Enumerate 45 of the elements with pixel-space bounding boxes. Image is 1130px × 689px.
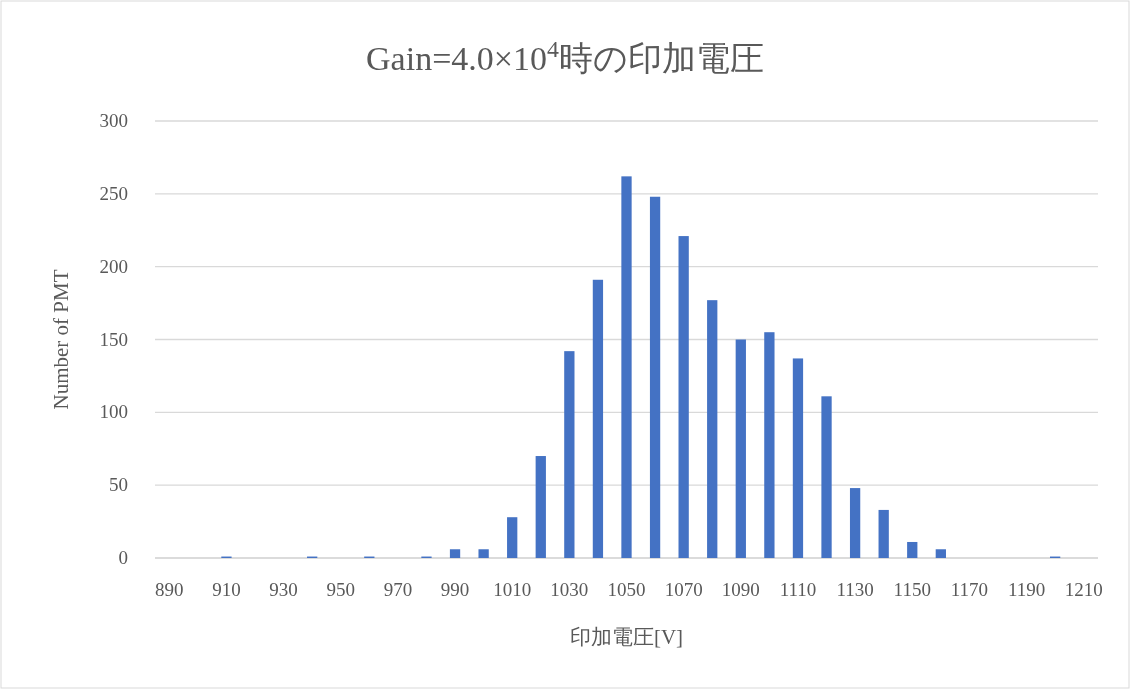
bar bbox=[449, 549, 461, 558]
bar bbox=[707, 300, 718, 558]
x-tick-label: 950 bbox=[326, 579, 355, 600]
chart-title: Gain=4.0×10$^{4}$時の印加電圧 bbox=[366, 36, 764, 77]
bar bbox=[478, 549, 489, 558]
y-tick-label: 50 bbox=[109, 474, 128, 496]
x-axis-title: 印加電圧[V] bbox=[569, 625, 684, 649]
x-tick-label: 990 bbox=[440, 579, 470, 600]
x-tick-label: 1130 bbox=[836, 579, 874, 600]
bar bbox=[564, 351, 575, 558]
bar bbox=[535, 456, 546, 558]
x-tick-label: 1050 bbox=[607, 579, 646, 600]
bar bbox=[621, 176, 632, 558]
bar bbox=[507, 517, 518, 558]
bar bbox=[907, 541, 918, 558]
bar bbox=[935, 549, 946, 558]
x-tick-label: 1150 bbox=[893, 579, 931, 600]
x-tick-label: 930 bbox=[269, 579, 298, 600]
x-tick-label: 1210 bbox=[1064, 579, 1103, 600]
y-tick-label: 100 bbox=[99, 401, 128, 423]
y-tick-label: 300 bbox=[99, 110, 128, 131]
bar bbox=[764, 332, 775, 558]
bar bbox=[735, 339, 746, 558]
x-tick-label: 890 bbox=[155, 579, 184, 600]
x-tick-label: 1010 bbox=[493, 579, 532, 600]
x-tick-label: 1170 bbox=[950, 579, 989, 600]
bar bbox=[678, 236, 689, 558]
y-tick-label: 200 bbox=[99, 255, 128, 277]
bar bbox=[792, 358, 804, 558]
bar bbox=[878, 509, 889, 558]
y-axis-title: Number of PMT bbox=[49, 269, 73, 410]
y-tick-label: 250 bbox=[99, 182, 128, 204]
bar bbox=[592, 279, 604, 558]
bar bbox=[649, 196, 661, 558]
bar bbox=[849, 488, 861, 558]
x-tick-label: 1090 bbox=[721, 579, 760, 600]
bar bbox=[821, 396, 832, 558]
x-tick-label: 970 bbox=[383, 579, 413, 600]
y-tick-label: 0 bbox=[118, 547, 128, 568]
x-tick-label: 1110 bbox=[779, 579, 817, 600]
x-tick-label: 1030 bbox=[550, 579, 589, 600]
x-tick-label: 1070 bbox=[664, 579, 703, 600]
x-tick-label: 910 bbox=[212, 579, 241, 600]
x-tick-label: 1190 bbox=[1007, 579, 1046, 600]
y-tick-label: 150 bbox=[99, 328, 128, 350]
